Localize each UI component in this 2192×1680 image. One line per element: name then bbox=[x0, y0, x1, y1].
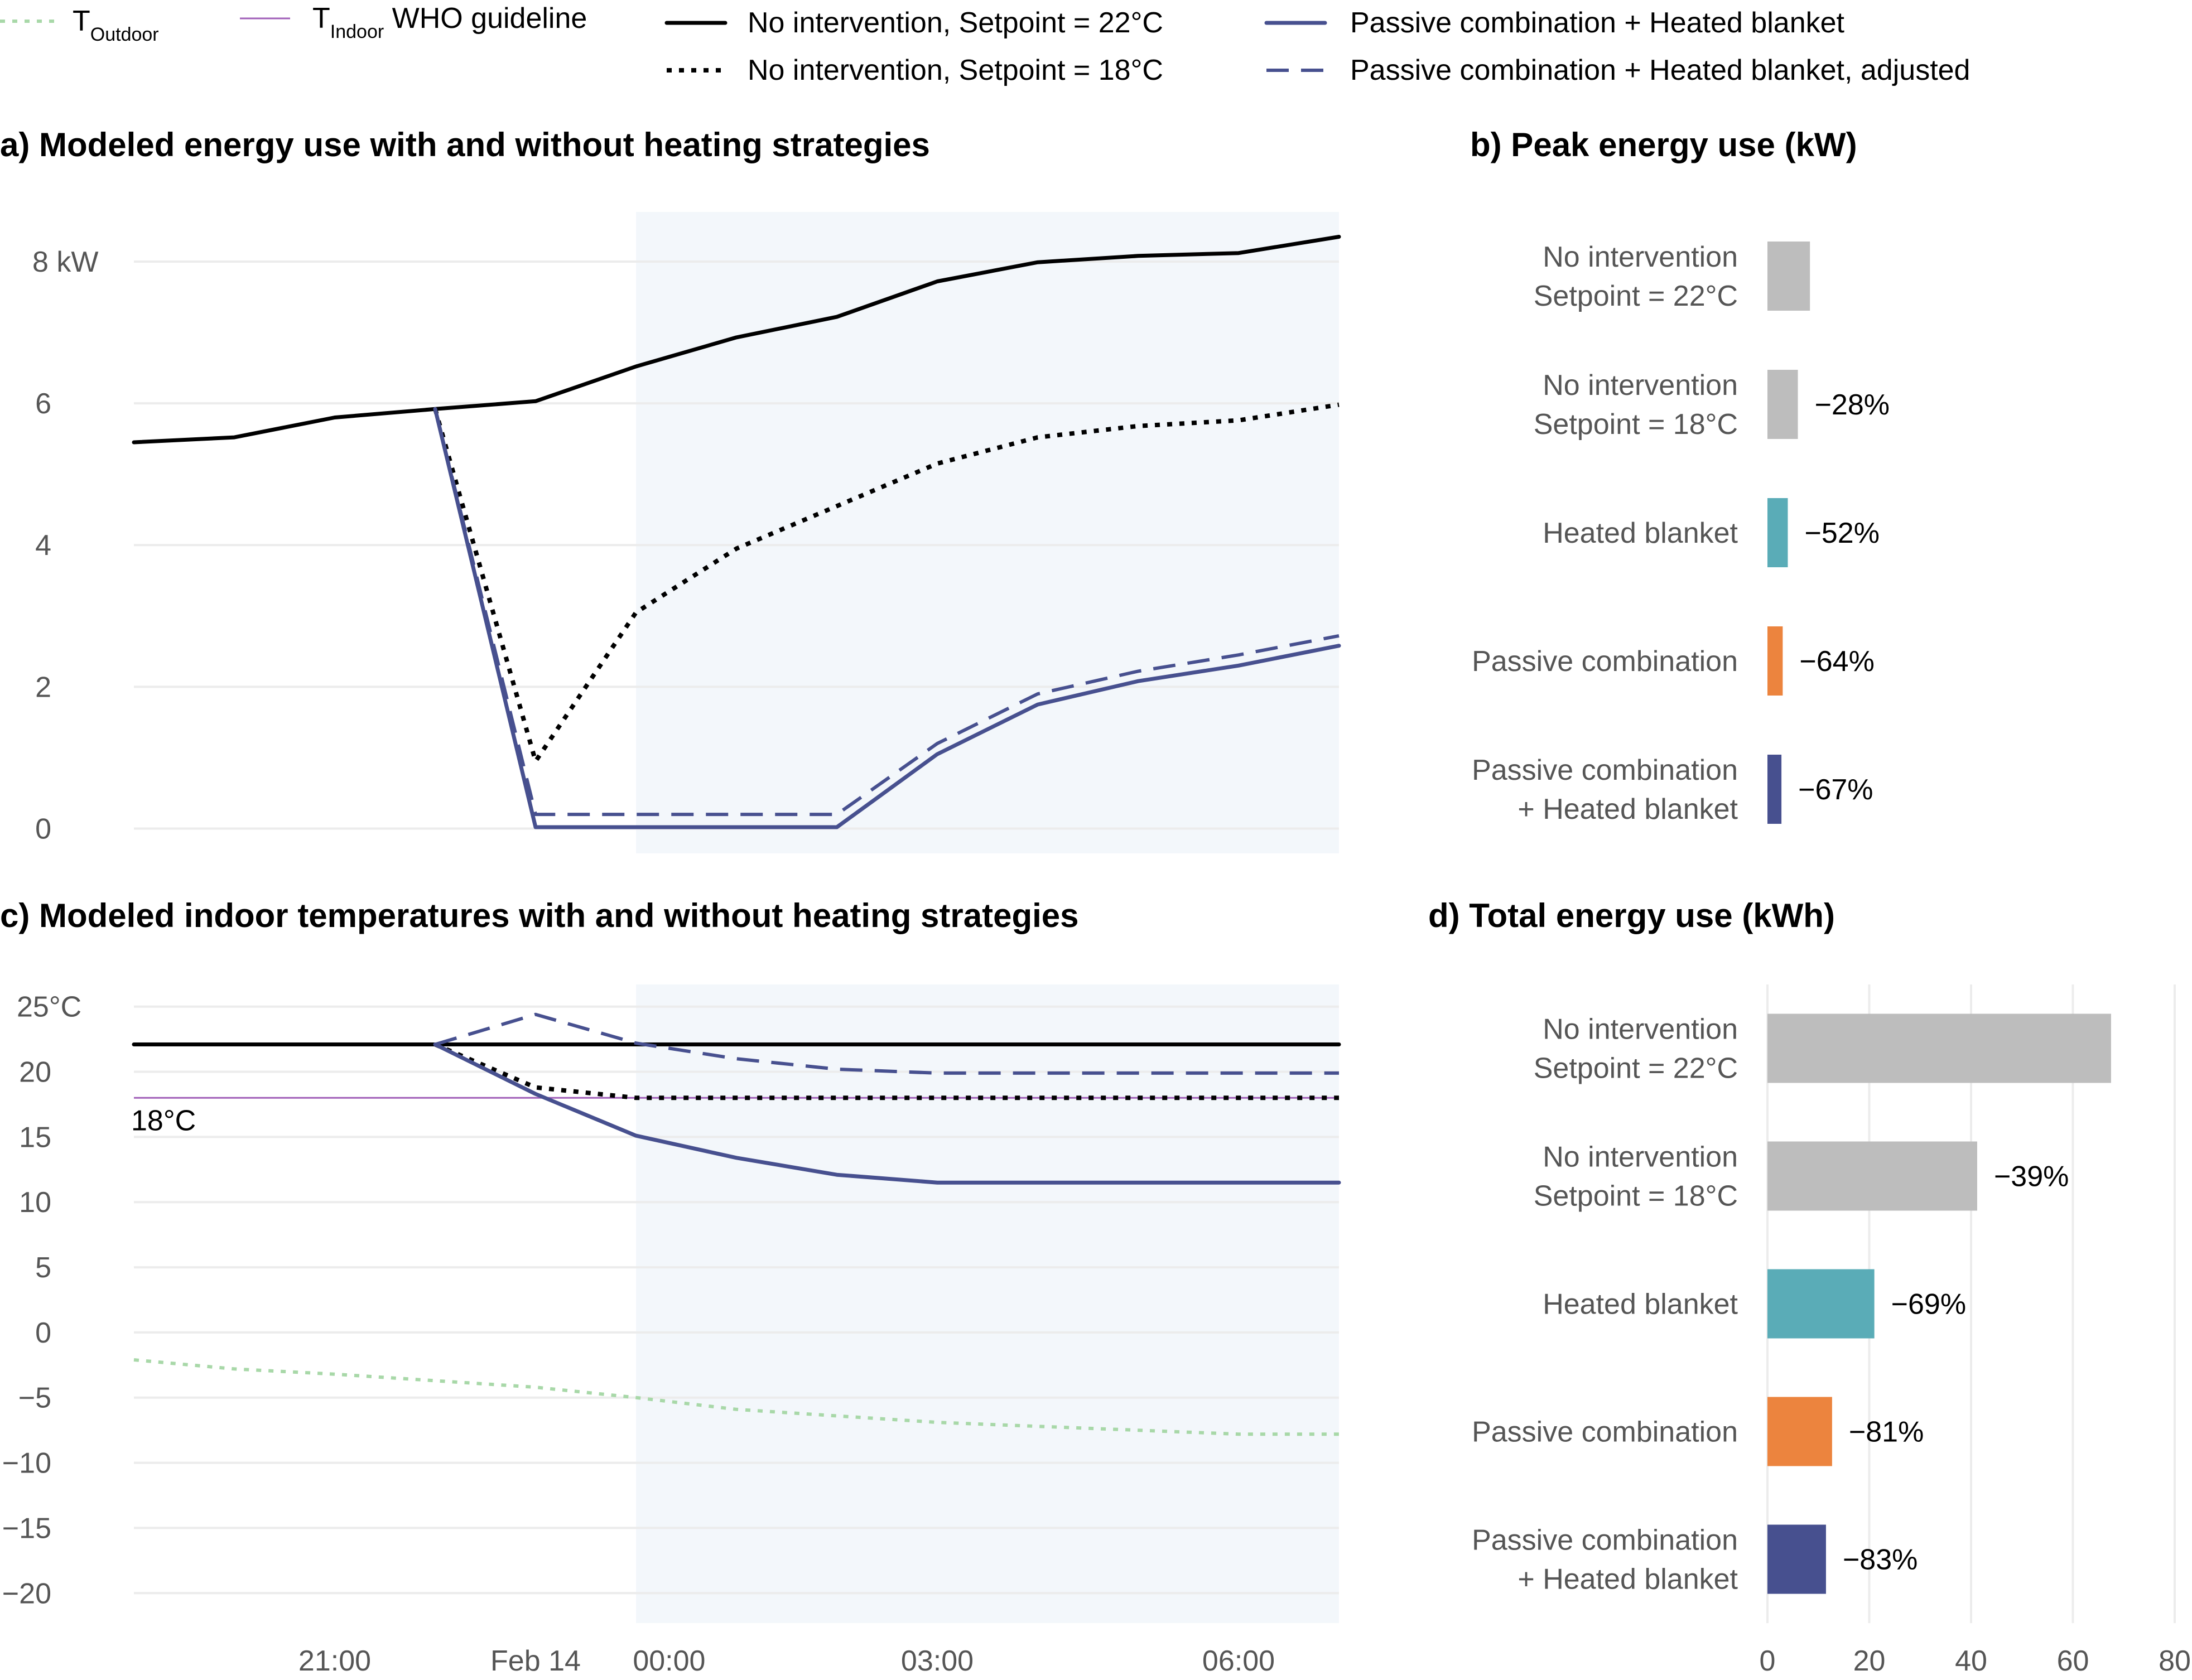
panel-b-peak-energy-bar-chart: b) Peak energy use (kW) No intervention Se… bbox=[1470, 126, 1890, 825]
category-label: Passive combination bbox=[1472, 1416, 1738, 1449]
category-label: No intervention bbox=[1543, 1141, 1738, 1174]
series-line-pchb bbox=[433, 1042, 1341, 1185]
x-tick-label: 60 bbox=[2057, 1645, 2089, 1677]
bar bbox=[1767, 1141, 1977, 1211]
legend-label-who: TIndoor WHO guideline bbox=[312, 2, 587, 42]
y-unit-label: 25°C bbox=[17, 991, 81, 1024]
series-line-pchb_adj bbox=[435, 1012, 1339, 1075]
series-line-nh18 bbox=[433, 402, 1340, 764]
x-tick-label: 20 bbox=[1853, 1645, 1886, 1677]
x-tick-label: 80 bbox=[2159, 1645, 2191, 1677]
panel-a-energy-line-chart: a) Modeled energy use with and without h… bbox=[0, 126, 1341, 853]
bar bbox=[1767, 626, 1783, 696]
legend-label-pchb: Passive combination + Heated blanket bbox=[1350, 7, 1845, 39]
night-shade-region bbox=[636, 212, 1339, 853]
category-label: Passive combination bbox=[1472, 645, 1738, 678]
series-line-outdoor bbox=[133, 1358, 1339, 1436]
panel-a-title: a) Modeled energy use with and without h… bbox=[0, 126, 930, 163]
bar bbox=[1767, 1013, 2111, 1083]
y-tick-label: 15 bbox=[19, 1121, 51, 1153]
bar-value-label: −83% bbox=[1843, 1544, 1918, 1576]
category-label: No intervention bbox=[1543, 369, 1738, 402]
legend-label-pchb_adj: Passive combination + Heated blanket, ad… bbox=[1350, 54, 1970, 86]
bar-value-label: −64% bbox=[1799, 645, 1874, 678]
category-label: Passive combination bbox=[1472, 1524, 1738, 1557]
bar-value-label: −69% bbox=[1891, 1288, 1966, 1321]
who-guideline-label: 18°C bbox=[131, 1104, 196, 1137]
category-label: Heated blanket bbox=[1543, 517, 1738, 549]
night-shade-region bbox=[636, 984, 1339, 1623]
x-tick-label: 0 bbox=[1760, 1645, 1776, 1677]
y-tick-label: 6 bbox=[35, 388, 51, 420]
panel-b-title: b) Peak energy use (kW) bbox=[1470, 126, 1857, 163]
y-tick-label: 0 bbox=[35, 1317, 51, 1349]
x-tick-label: Feb 14 bbox=[490, 1645, 581, 1677]
y-tick-label: 0 bbox=[35, 813, 51, 846]
x-tick-label: 40 bbox=[1955, 1645, 1987, 1677]
y-tick-label: 10 bbox=[19, 1186, 51, 1219]
bar-value-label: −52% bbox=[1805, 517, 1880, 549]
bar bbox=[1767, 1269, 1875, 1339]
category-label: No intervention bbox=[1543, 241, 1738, 273]
bar bbox=[1767, 370, 1798, 439]
x-tick-label: 06:00 bbox=[1202, 1645, 1275, 1677]
bar bbox=[1767, 1397, 1832, 1466]
y-tick-label: −10 bbox=[2, 1447, 51, 1480]
category-label: Setpoint = 22°C bbox=[1534, 280, 1738, 312]
panel-d-total-energy-bar-chart: d) Total energy use (kWh) 0 20 40 60 80 No int… bbox=[1428, 897, 2191, 1677]
y-tick-label: −20 bbox=[2, 1577, 51, 1610]
y-unit-label: 8 kW bbox=[32, 246, 98, 278]
bar-value-label: −28% bbox=[1815, 389, 1890, 421]
legend: TOutdoor TIndoor WHO guideline No interven… bbox=[0, 2, 1970, 86]
category-label: Setpoint = 22°C bbox=[1534, 1053, 1738, 1085]
category-label: Heated blanket bbox=[1543, 1288, 1738, 1321]
bar bbox=[1767, 755, 1782, 824]
x-tick-label: 00:00 bbox=[633, 1645, 705, 1677]
series-line-pchb_adj bbox=[433, 408, 1340, 817]
bar bbox=[1767, 498, 1788, 567]
panel-c-title: c) Modeled indoor temperatures with and … bbox=[0, 897, 1079, 934]
y-tick-label: −15 bbox=[2, 1512, 51, 1544]
series-line-nh22 bbox=[132, 235, 1341, 445]
bar bbox=[1767, 242, 1810, 311]
category-label: Setpoint = 18°C bbox=[1534, 408, 1738, 441]
legend-label-nh18: No intervention, Setpoint = 18°C bbox=[748, 54, 1163, 86]
y-tick-label: 4 bbox=[35, 529, 51, 562]
bar-value-label: −81% bbox=[1849, 1416, 1924, 1449]
bar bbox=[1767, 1524, 1826, 1594]
y-tick-label: −5 bbox=[18, 1382, 51, 1415]
category-label: + Heated blanket bbox=[1517, 793, 1738, 825]
category-label: Setpoint = 18°C bbox=[1534, 1180, 1738, 1213]
category-label: + Heated blanket bbox=[1517, 1563, 1738, 1596]
bar-value-label: −39% bbox=[1994, 1161, 2069, 1193]
category-label: No intervention bbox=[1543, 1013, 1738, 1046]
panel-d-title: d) Total energy use (kWh) bbox=[1428, 897, 1835, 934]
series-line-pchb bbox=[433, 407, 1341, 829]
series-line-nh18 bbox=[434, 1042, 1339, 1100]
panel-c-temperature-line-chart: c) Modeled indoor temperatures with and … bbox=[0, 897, 1341, 1677]
y-tick-label: 5 bbox=[35, 1252, 51, 1284]
legend-label-nh22: No intervention, Setpoint = 22°C bbox=[748, 7, 1163, 39]
category-label: Passive combination bbox=[1472, 754, 1738, 786]
x-tick-label: 03:00 bbox=[901, 1645, 974, 1677]
legend-label-outdoor: TOutdoor bbox=[73, 5, 159, 45]
y-tick-label: 20 bbox=[19, 1056, 51, 1089]
x-tick-label: 21:00 bbox=[298, 1645, 371, 1677]
bar-value-label: −67% bbox=[1798, 774, 1873, 806]
y-tick-label: 2 bbox=[35, 671, 51, 703]
